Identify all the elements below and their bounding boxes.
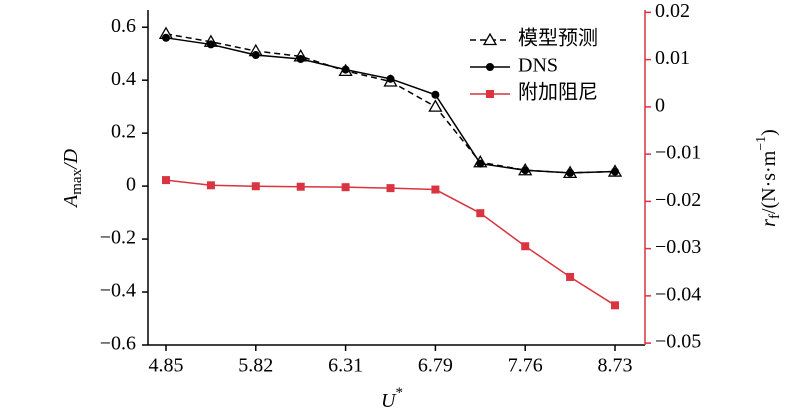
marker xyxy=(162,33,170,42)
marker xyxy=(386,184,395,193)
legend-marker xyxy=(486,63,494,71)
marker xyxy=(296,182,305,191)
marker xyxy=(251,182,260,191)
marker xyxy=(431,90,440,99)
y2-tick-label: −0.02 xyxy=(655,189,701,211)
marker xyxy=(386,74,395,83)
y2-tick-label: 0.01 xyxy=(655,47,690,69)
y2-tick-label: −0.04 xyxy=(655,283,701,305)
y2-tick-label: −0.01 xyxy=(655,142,701,164)
marker xyxy=(428,99,443,112)
legend-marker xyxy=(486,90,494,98)
legend-label: 附加阻尼 xyxy=(518,81,598,104)
x-tick-label: 6.31 xyxy=(328,355,363,377)
y-tick-label: −0.6 xyxy=(100,333,136,355)
x-tick-label: 4.85 xyxy=(149,355,184,377)
marker xyxy=(521,242,530,251)
marker xyxy=(521,166,530,175)
y2-tick-label: −0.03 xyxy=(655,236,701,258)
y-tick-label: −0.2 xyxy=(100,227,136,249)
marker xyxy=(162,176,170,185)
y-label-rest: /D xyxy=(60,148,82,170)
marker xyxy=(251,51,260,60)
y-tick-label: 0.4 xyxy=(111,68,136,90)
x-axis-label: U* xyxy=(381,385,403,411)
marker xyxy=(611,167,619,176)
x-tick-label: 5.82 xyxy=(238,355,273,377)
x-tick-label: 7.76 xyxy=(508,355,543,377)
x-label-sup: * xyxy=(395,385,403,401)
y-tick-label: 0.6 xyxy=(111,15,136,37)
y2-tick-label: 0.02 xyxy=(655,0,690,22)
series-line xyxy=(165,179,616,306)
marker xyxy=(611,301,619,310)
legend-label: 模型预测 xyxy=(518,27,598,50)
y2-tick-label: 0 xyxy=(655,94,665,116)
marker xyxy=(341,183,350,192)
marker xyxy=(341,65,350,74)
x-tick-label: 8.73 xyxy=(598,355,633,377)
y-label-main: A xyxy=(60,194,82,209)
y-tick-label: 0.2 xyxy=(111,121,136,143)
marker xyxy=(566,168,575,177)
y2-label-unit: /(N·s·m xyxy=(758,150,780,214)
marker xyxy=(566,272,575,281)
marker xyxy=(206,40,215,49)
marker xyxy=(431,185,440,194)
legend-label: DNS xyxy=(518,55,558,77)
marker xyxy=(476,159,485,168)
y-axis-label: Amax/D xyxy=(60,148,86,209)
marker xyxy=(206,181,215,190)
marker xyxy=(296,54,305,63)
y2-tick-label: −0.05 xyxy=(655,331,701,353)
marker xyxy=(476,209,485,218)
y-label-sub: max xyxy=(69,168,85,194)
x-tick-label: 6.79 xyxy=(418,355,453,377)
y2-label-main: r xyxy=(758,219,780,227)
y2-axis-label: rf/(N·s·m−1) xyxy=(754,129,783,227)
y2-label-sup: −1 xyxy=(754,136,769,151)
x-label-main: U xyxy=(381,390,397,412)
y-tick-label: −0.4 xyxy=(100,280,136,302)
legend-marker xyxy=(482,32,498,46)
y2-label-end: ) xyxy=(758,129,780,136)
y-tick-label: 0 xyxy=(126,174,136,196)
y2-label-sub: f xyxy=(767,214,783,219)
